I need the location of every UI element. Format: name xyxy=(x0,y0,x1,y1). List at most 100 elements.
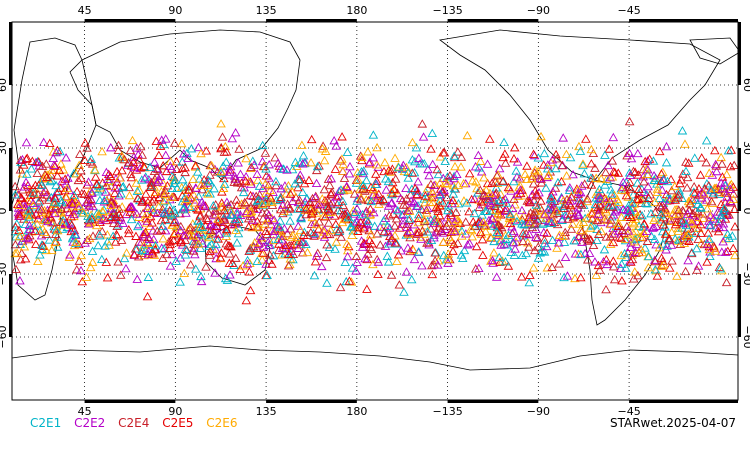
observation-marker xyxy=(716,152,726,162)
observation-marker xyxy=(613,197,624,207)
observation-marker xyxy=(50,161,60,170)
observation-marker xyxy=(601,207,612,216)
observation-marker xyxy=(456,162,466,171)
observation-marker xyxy=(664,234,675,243)
observation-marker xyxy=(557,231,568,240)
observation-marker xyxy=(530,245,540,255)
observation-marker xyxy=(230,216,241,225)
observation-marker xyxy=(532,233,543,242)
observation-marker xyxy=(64,252,75,261)
observation-marker xyxy=(222,197,232,206)
observation-marker xyxy=(347,230,357,239)
observation-marker xyxy=(173,231,184,240)
observation-marker xyxy=(492,227,502,236)
observation-marker xyxy=(433,169,444,179)
observation-marker xyxy=(575,188,586,197)
observation-marker xyxy=(494,163,505,173)
observation-marker xyxy=(341,181,352,191)
observation-marker xyxy=(293,243,304,252)
observation-marker xyxy=(639,177,649,186)
observation-marker xyxy=(448,195,458,205)
observation-marker xyxy=(152,208,163,218)
observation-marker xyxy=(201,146,212,155)
observation-marker xyxy=(135,141,146,151)
observation-marker xyxy=(70,206,80,215)
observation-marker xyxy=(582,213,593,222)
observation-marker xyxy=(37,244,47,253)
observation-marker xyxy=(683,232,694,241)
observation-marker xyxy=(211,239,221,249)
observation-marker xyxy=(575,225,586,235)
observation-marker xyxy=(621,190,632,200)
observation-marker xyxy=(233,217,244,226)
observation-marker xyxy=(71,265,82,274)
coastlines xyxy=(11,29,741,371)
date-stamp: STARwet.2025-04-07 xyxy=(609,416,736,430)
observation-marker xyxy=(395,193,406,203)
observation-marker xyxy=(656,253,667,262)
observation-marker xyxy=(57,220,68,229)
observation-marker xyxy=(115,173,125,182)
observation-marker xyxy=(74,239,84,249)
observation-marker xyxy=(403,173,413,182)
observation-marker xyxy=(601,284,611,294)
observation-marker xyxy=(335,156,346,165)
observation-marker xyxy=(77,276,88,286)
observation-marker xyxy=(406,196,416,205)
observation-marker xyxy=(578,159,588,168)
observation-marker xyxy=(624,168,635,177)
observation-marker xyxy=(449,173,459,183)
observation-marker xyxy=(23,196,33,206)
observation-marker xyxy=(195,210,206,219)
observation-marker xyxy=(341,276,352,286)
observation-marker xyxy=(152,177,163,186)
observation-marker xyxy=(65,250,75,259)
observation-marker xyxy=(620,234,631,243)
observation-marker xyxy=(624,182,635,191)
observation-marker xyxy=(76,250,87,260)
observation-marker xyxy=(673,190,684,199)
observation-marker xyxy=(605,173,616,182)
north-america-coast xyxy=(439,29,721,181)
observation-marker xyxy=(409,254,420,264)
observation-marker xyxy=(268,229,279,239)
observation-marker xyxy=(683,229,694,238)
observation-marker xyxy=(480,191,491,200)
observation-marker xyxy=(208,201,219,210)
observation-marker xyxy=(71,168,82,178)
asia-coast xyxy=(81,29,301,181)
observation-marker xyxy=(243,213,254,223)
observation-marker xyxy=(410,183,420,193)
observation-marker xyxy=(643,262,654,272)
observation-marker xyxy=(345,222,356,231)
observation-marker xyxy=(252,169,262,178)
observation-marker xyxy=(536,174,546,183)
observation-marker xyxy=(176,182,187,192)
observation-marker xyxy=(533,253,544,262)
observation-marker xyxy=(574,198,585,207)
observation-marker xyxy=(664,195,675,205)
observation-marker xyxy=(608,262,619,271)
observation-marker xyxy=(356,194,366,204)
observation-marker xyxy=(19,204,30,214)
observation-marker xyxy=(113,145,124,154)
observation-marker xyxy=(171,164,182,173)
observation-marker xyxy=(531,232,541,241)
observation-marker xyxy=(450,161,460,171)
observation-marker xyxy=(363,216,373,226)
observation-marker xyxy=(327,198,338,207)
observation-marker xyxy=(682,183,692,192)
observation-marker xyxy=(398,160,409,169)
observation-marker xyxy=(190,198,200,207)
observation-marker xyxy=(730,250,740,260)
observation-marker xyxy=(613,226,624,236)
observation-marker xyxy=(552,219,563,229)
observation-marker xyxy=(352,167,363,177)
observation-marker xyxy=(179,193,190,202)
observation-marker xyxy=(260,179,271,188)
observation-marker xyxy=(177,163,188,173)
left-lat-label: −60 xyxy=(0,325,9,348)
observation-marker xyxy=(255,231,266,240)
observation-marker xyxy=(719,203,730,213)
observation-marker xyxy=(588,240,599,250)
